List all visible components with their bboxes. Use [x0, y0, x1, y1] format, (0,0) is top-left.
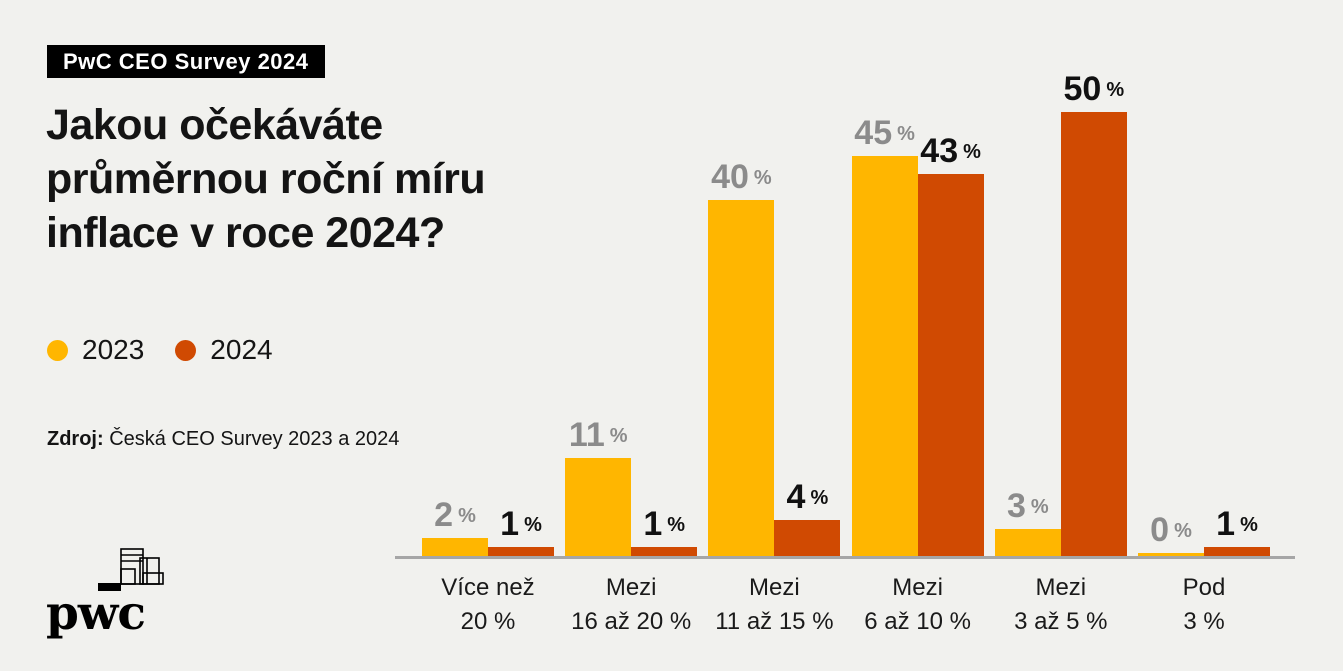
source-prefix: Zdroj: [47, 428, 104, 450]
title-line-1: Jakou očekáváte [46, 101, 383, 149]
bar-2023-category-1 [422, 538, 488, 556]
category-label-2: Mezi 16 až 20 % [571, 574, 692, 635]
source-text: Česká CEO Survey 2023 a 2024 [103, 428, 400, 450]
bar-2023-category-6 [1138, 553, 1204, 556]
pwc-building-icon [98, 548, 164, 591]
value-label-2024-category-1: 1% [500, 505, 542, 544]
bar-2024-category-1 [488, 547, 554, 556]
title-line-2: průměrnou roční míru [46, 155, 486, 203]
bar-2023-category-5 [994, 529, 1061, 556]
bar-2024-category-5 [1060, 111, 1127, 556]
category-label-1: Více než 20 % [441, 574, 535, 635]
legend-dot-2024-icon [175, 339, 197, 361]
chart-title: Jakou očekáváte průměrnou roční míru inf… [46, 98, 486, 260]
bar-2024-category-4 [917, 173, 984, 556]
category-label-4: Mezi 6 až 10 % [864, 574, 971, 635]
value-label-2023-category-5: 3% [1006, 487, 1049, 526]
value-label-2023-category-6: 0% [1150, 511, 1192, 549]
x-axis-line [395, 556, 1295, 559]
legend-item-2023: 2023 [47, 334, 144, 366]
value-label-2023-category-2: 11% [568, 416, 628, 455]
value-label-2024-category-6: 1% [1216, 505, 1258, 544]
bar-2023-category-3 [708, 200, 775, 556]
source-note: Zdroj: Česká CEO Survey 2023 a 2024 [47, 428, 399, 451]
value-label-2024-category-2: 1% [643, 505, 686, 544]
bar-2024-category-3 [774, 520, 841, 556]
chart-legend: 2023 2024 [47, 334, 273, 366]
value-label-2023-category-4: 45% [854, 114, 915, 152]
value-label-2024-category-5: 50% [1063, 69, 1125, 108]
legend-label-2024: 2024 [210, 334, 273, 365]
category-label-3: Mezi 11 až 15 % [715, 574, 834, 635]
value-label-2024-category-4: 43% [920, 131, 981, 170]
category-label-5: Mezi 3 až 5 % [1014, 574, 1108, 635]
bar-2024-category-6 [1204, 547, 1270, 556]
legend-dot-2023-icon [47, 339, 68, 361]
category-label-6: Pod 3 % [1182, 574, 1226, 635]
value-label-2023-category-3: 40% [711, 158, 772, 197]
value-label-2024-category-3: 4% [786, 478, 829, 517]
bar-2023-category-4 [851, 156, 918, 556]
legend-item-2024: 2024 [175, 334, 273, 366]
pwc-logo: pwc [46, 586, 146, 641]
bar-2024-category-2 [631, 547, 698, 556]
survey-badge: PwC CEO Survey 2024 [47, 45, 325, 78]
title-line-3: inflace v roce 2024? [46, 209, 445, 257]
value-label-2023-category-1: 2% [434, 496, 476, 535]
bar-2023-category-2 [565, 458, 632, 556]
legend-label-2023: 2023 [82, 334, 145, 365]
